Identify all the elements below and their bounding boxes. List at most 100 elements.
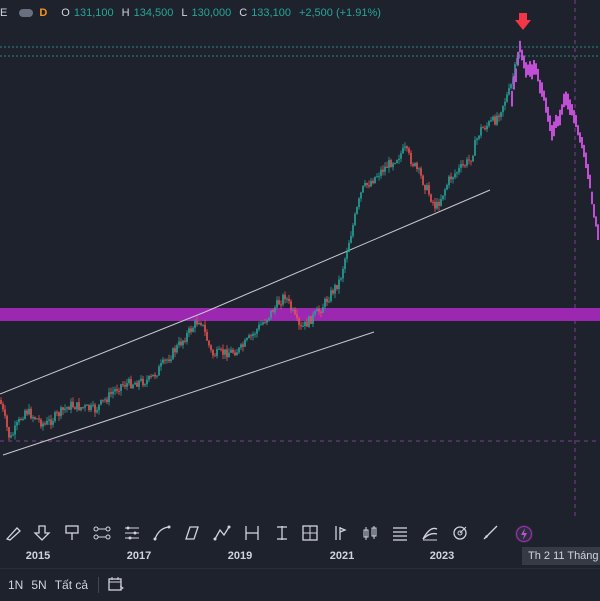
projection-bar: [555, 114, 557, 128]
brush-icon[interactable]: [4, 523, 24, 543]
candle-body: [192, 328, 194, 332]
candle-body: [266, 319, 268, 323]
candle-body: [188, 328, 190, 333]
candle-body: [280, 304, 282, 306]
projection-bar: [549, 115, 551, 132]
candle-body: [290, 301, 292, 310]
candle-body: [292, 309, 294, 311]
projection-bar: [517, 51, 519, 66]
candle-body: [270, 310, 272, 318]
candle-body: [94, 404, 96, 413]
time-axis: 2015 2017 2019 2021 2023 Th 2 11 Tháng T…: [0, 547, 600, 565]
price-chart[interactable]: [0, 0, 600, 519]
candle-body: [54, 412, 56, 422]
long-short-icon[interactable]: [272, 523, 292, 543]
candle-body: [72, 401, 74, 408]
symbol-label[interactable]: E: [0, 7, 8, 19]
candle-body: [488, 121, 490, 126]
candle-body: [472, 155, 474, 162]
candle-body: [34, 417, 36, 420]
candle-body: [142, 378, 144, 386]
path-icon[interactable]: [152, 523, 172, 543]
channel-lower-line[interactable]: [2, 331, 375, 456]
candle-body: [268, 317, 270, 320]
candle-body: [424, 184, 426, 191]
candle-body: [274, 307, 276, 313]
projection-bar: [577, 125, 579, 136]
candle-body: [506, 94, 508, 102]
sequence-icon[interactable]: [122, 523, 142, 543]
axis-label-2017: 2017: [126, 550, 152, 562]
candle-body: [284, 294, 286, 300]
close-value: 133,100: [251, 7, 291, 19]
date-range-icon[interactable]: [300, 523, 320, 543]
candle-body: [126, 383, 128, 387]
visibility-toggle-icon[interactable]: [19, 9, 34, 17]
candle-body: [318, 308, 320, 312]
candle-body: [96, 410, 98, 413]
bar-pattern-icon[interactable]: [390, 523, 410, 543]
candle-body: [66, 407, 68, 409]
range-1y-button[interactable]: 1N: [8, 578, 24, 592]
candle-body: [190, 328, 192, 332]
trendline-upper-extension[interactable]: [204, 189, 491, 313]
candle-body: [404, 146, 406, 148]
arrow-down-icon[interactable]: [32, 523, 52, 543]
candle-body: [48, 419, 50, 421]
candle-body: [60, 407, 62, 417]
projection-bar: [567, 93, 569, 110]
parallelogram-icon[interactable]: [212, 523, 232, 543]
projection-bar: [537, 68, 539, 82]
candle-body: [354, 213, 356, 226]
range-5y-button[interactable]: 5N: [31, 578, 47, 592]
lightning-icon[interactable]: [515, 525, 533, 543]
candle-body: [36, 418, 38, 420]
ruler-icon[interactable]: [480, 523, 500, 543]
candle-body: [230, 349, 232, 353]
fib-arc-icon[interactable]: [450, 523, 470, 543]
candle-body: [80, 407, 82, 411]
candle-body: [114, 389, 116, 392]
flag-icon[interactable]: [62, 523, 82, 543]
fib-icon[interactable]: [420, 523, 440, 543]
candle-body: [454, 173, 456, 178]
candle-body: [330, 290, 332, 302]
candle-body: [140, 378, 142, 381]
candle-body: [304, 321, 306, 326]
projection-bar: [545, 97, 547, 113]
candle-body: [314, 311, 316, 315]
candle-body: [276, 300, 278, 308]
range-icon[interactable]: [92, 523, 112, 543]
interval-badge[interactable]: D: [39, 7, 48, 19]
candle-body: [432, 201, 434, 203]
candle-body: [170, 359, 172, 362]
range-all-button[interactable]: Tất cả: [54, 578, 89, 592]
candle-body: [392, 163, 394, 168]
candle-body: [102, 399, 104, 401]
candle-body: [76, 402, 78, 410]
projection-bar: [575, 115, 577, 128]
channel-upper-line[interactable]: [0, 311, 206, 395]
candle-body: [352, 225, 354, 237]
candle-body: [232, 349, 234, 353]
candle-body: [344, 258, 346, 269]
candle-body: [350, 236, 352, 243]
candle-body: [210, 345, 212, 351]
curve-icon[interactable]: [182, 523, 202, 543]
projection-bar: [535, 63, 537, 75]
candlestick-series: [0, 51, 520, 441]
candle-body: [326, 298, 328, 303]
calendar-icon[interactable]: [107, 575, 125, 596]
candle-body: [500, 112, 502, 117]
candle-body: [414, 162, 416, 166]
candle-body: [494, 116, 496, 125]
price-range-icon[interactable]: [330, 523, 350, 543]
triangle-pattern-icon[interactable]: [242, 523, 262, 543]
candle-body: [418, 168, 420, 170]
candle-body: [406, 146, 408, 149]
candle-body: [260, 324, 262, 326]
candle-body: [398, 158, 400, 161]
candle-tool-icon[interactable]: [360, 523, 380, 543]
candle-body: [240, 344, 242, 348]
support-zone[interactable]: [0, 308, 600, 321]
